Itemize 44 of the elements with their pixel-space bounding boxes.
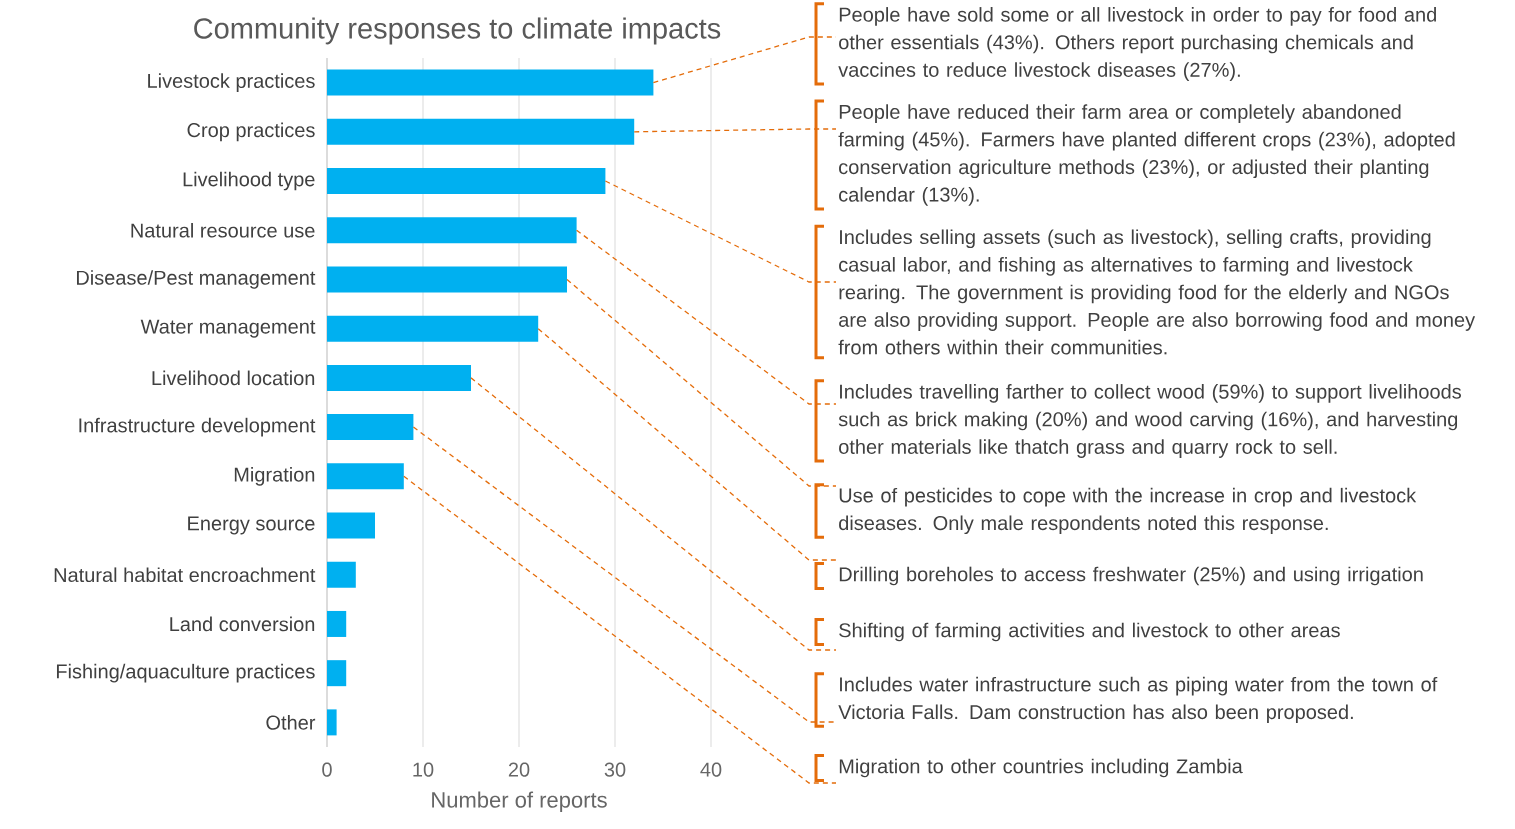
y-tick-label: Disease/Pest management [76, 270, 316, 289]
y-tick-label: Infrastructure development [79, 417, 316, 437]
bar [327, 660, 347, 687]
bar [327, 512, 376, 539]
y-tick-label: Natural habitat encroachment [54, 567, 316, 583]
y-tick-label: Other [266, 715, 316, 730]
annotation: People have sold some or all livestock in order to pay for food and other essentials (43%). Others report purchasing chemicals and vaccines to reduce livestock diseases (27%). [838, 7, 1436, 81]
x-tick-label: 20 [508, 762, 530, 777]
annotation: Shifting of farming activities and livestock to other areas [839, 622, 1340, 642]
bar [327, 561, 356, 588]
bar [327, 414, 414, 441]
x-tick-label: 10 [413, 762, 434, 777]
annotation: Use of pesticides to cope with the increase in crop and livestock diseases. Only male respondents noted this response. [839, 487, 1417, 535]
annotation: Migration to other countries including Zambia [839, 758, 1243, 778]
bar [327, 69, 654, 96]
x-tick-label: 40 [700, 762, 722, 777]
bar [327, 217, 577, 244]
bar [327, 610, 347, 637]
bar [327, 168, 606, 195]
y-tick-label: Natural resource use [131, 222, 315, 238]
y-tick-label: Livelihood type [183, 171, 315, 191]
x-axis-title: Number of reports [432, 791, 607, 813]
x-tick-label: 0 [322, 762, 332, 777]
bar [327, 364, 472, 391]
annotation: Drilling boreholes to access freshwater (25%) and using irrigation [839, 566, 1423, 586]
y-tick-label: Migration [234, 467, 315, 486]
bar [327, 463, 404, 490]
annotation: People have reduced their farm area or completely abandoned farming (45%). Farmers have planted different crops (23%), adopted conservation agriculture methods (23%), or adjusted their planting calendar (13%). [838, 104, 1455, 206]
bar [327, 266, 567, 293]
bar [327, 315, 539, 342]
y-tick-label: Crop practices [187, 122, 315, 142]
annotation: Includes water infrastructure such as piping water from the town of Victoria Falls. Dam construction has also been proposed. [838, 676, 1438, 724]
annotation: Includes selling assets (such as livestock), selling crafts, providing casual labor, and fishing as alternatives to farming and livestock rearing. The government is providing food for the elderly and NGOs are also providing support. People are also borrowing food and money from others within their communities. [838, 229, 1476, 355]
x-tick-label: 30 [604, 762, 626, 777]
y-tick-label: Energy source [188, 516, 315, 535]
annotation: Includes travelling farther to collect wood (59%) to support livelihoods such as brick making (20%) and wood carving (16%), and harvesting other materials like thatch grass and quarry rock to sell. [838, 384, 1461, 458]
y-tick-label: Land conversion [170, 616, 315, 632]
y-tick-label: Fishing/aquaculture practices [56, 663, 315, 683]
y-tick-label: Water management [140, 319, 316, 338]
y-tick-label: Livestock practices [148, 73, 315, 92]
bar [327, 709, 337, 736]
y-tick-label: Livelihood location [152, 370, 315, 386]
bar [327, 118, 635, 145]
chart-title: Community responses to climate impacts [194, 17, 721, 45]
